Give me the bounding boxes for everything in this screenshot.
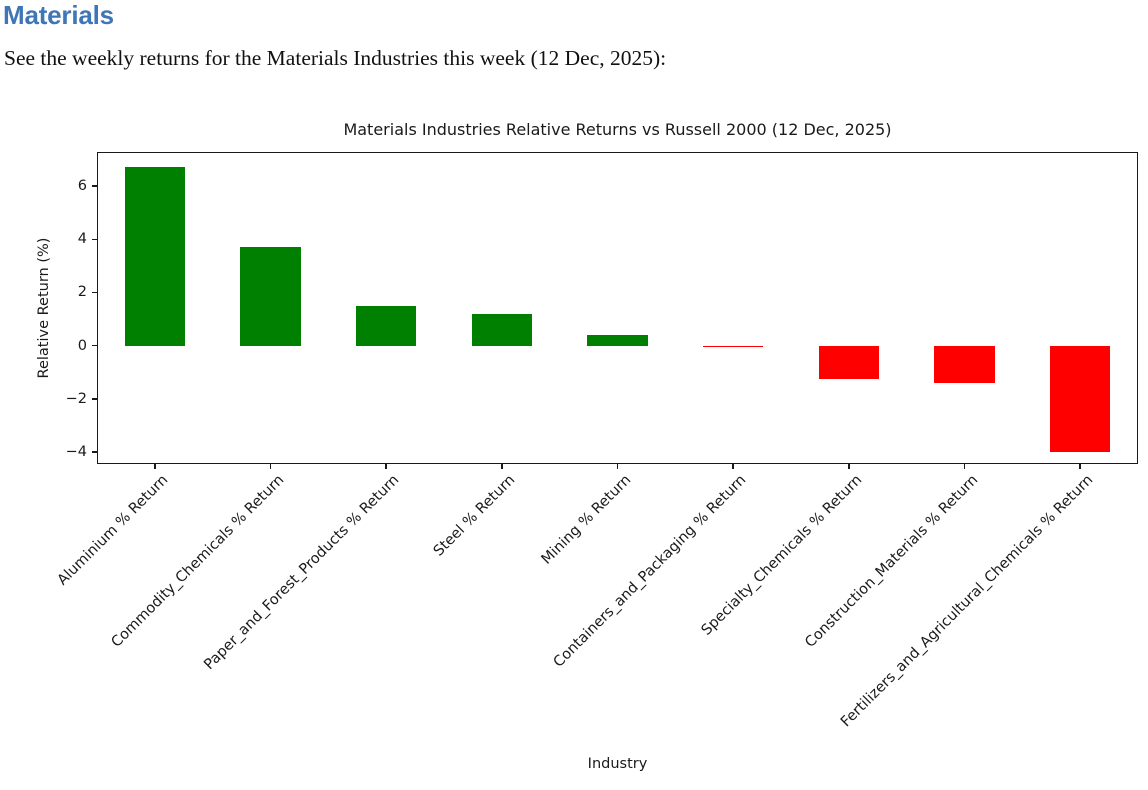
y-tick-label: 6 — [77, 178, 87, 195]
chart-title: Materials Industries Relative Returns vs… — [343, 120, 892, 139]
x-tick-mark — [154, 464, 156, 469]
chart-bar-construction_materials — [934, 345, 995, 383]
intro-text: See the weekly returns for the Materials… — [4, 46, 667, 70]
x-tick-mark — [963, 464, 966, 469]
y-tick-mark — [92, 238, 97, 240]
x-tick-label: Mining % Return — [538, 472, 634, 568]
x-tick-label: Paper_and_Forest_Products % Return — [201, 472, 403, 674]
x-tick-mark — [1079, 464, 1081, 469]
chart-bar-containers_and_packaging — [703, 345, 764, 347]
page-title: Materials — [3, 0, 114, 30]
y-tick-mark — [92, 291, 97, 294]
x-axis-label: Industry — [587, 756, 648, 772]
y-tick-label: 0 — [77, 337, 87, 354]
y-tick-mark — [92, 398, 97, 400]
x-tick-label: Fertilizers_and_Agricultural_Chemicals %… — [838, 472, 1097, 731]
y-axis-label: Relative Return (%) — [36, 237, 52, 379]
x-tick-mark — [385, 464, 387, 469]
x-tick-mark — [269, 464, 272, 469]
chart-bar-specialty_chemicals — [818, 345, 879, 379]
chart-bar-paper_and_forest_products — [356, 305, 417, 346]
x-tick-mark — [501, 464, 503, 469]
chart-bar-steel — [471, 313, 532, 346]
x-tick-label: Containers_and_Packaging % Return — [550, 472, 750, 671]
chart-bar-fertilizers_and_agricultural_chemicals — [1050, 345, 1111, 453]
x-tick-mark — [732, 464, 734, 469]
y-tick-mark — [92, 344, 97, 347]
chart-bar-aluminium — [124, 167, 185, 346]
y-tick-label: 2 — [77, 284, 87, 301]
y-tick-mark — [92, 451, 97, 453]
y-tick-label: 4 — [77, 231, 87, 248]
y-tick-label: −4 — [65, 444, 87, 461]
x-tick-mark — [616, 464, 619, 469]
x-tick-mark — [848, 464, 850, 469]
y-tick-mark — [92, 185, 97, 187]
chart-bar-commodity_chemicals — [240, 247, 301, 346]
x-tick-label: Aluminium % Return — [54, 472, 172, 589]
chart-bar-mining — [587, 334, 648, 346]
y-tick-label: −2 — [65, 390, 87, 407]
x-tick-label: Steel % Return — [430, 472, 519, 560]
materials-returns-bar-chart: Materials Industries Relative Returns vs… — [0, 110, 1148, 790]
